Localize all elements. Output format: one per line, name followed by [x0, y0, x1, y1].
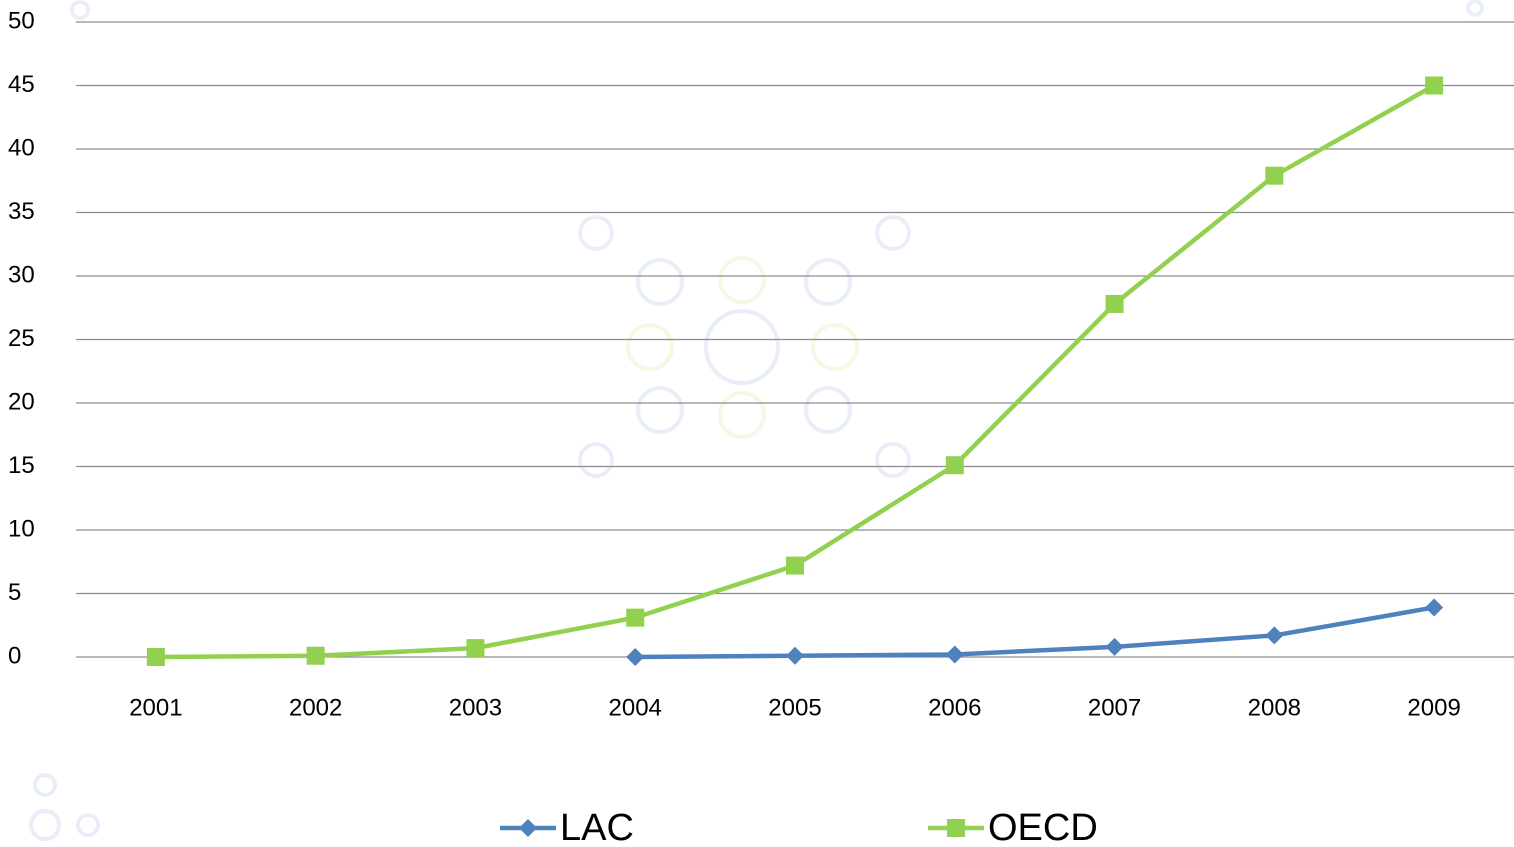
marker: [786, 647, 804, 665]
y-tick-label: 25: [8, 325, 35, 352]
x-tick-label: 2008: [1248, 694, 1301, 721]
legend-marker: [519, 819, 537, 837]
x-tick-label: 2002: [289, 694, 342, 721]
marker: [1106, 295, 1124, 313]
marker: [786, 557, 804, 575]
y-tick-label: 0: [8, 642, 21, 669]
marker: [307, 647, 325, 665]
marker: [1265, 626, 1283, 644]
y-tick-label: 10: [8, 515, 35, 542]
y-tick-label: 15: [8, 452, 35, 479]
marker: [626, 609, 644, 627]
marker: [1425, 77, 1443, 95]
x-tick-label: 2005: [768, 694, 821, 721]
y-tick-label: 20: [8, 388, 35, 415]
y-tick-label: 5: [8, 579, 21, 606]
series-line: [635, 607, 1434, 657]
marker: [1425, 598, 1443, 616]
legend-label: OECD: [988, 807, 1098, 847]
marker: [147, 648, 165, 666]
x-tick-label: 2009: [1407, 694, 1460, 721]
marker: [466, 639, 484, 657]
legend-marker: [947, 819, 965, 837]
y-tick-label: 35: [8, 198, 35, 225]
marker: [1265, 167, 1283, 185]
x-tick-label: 2003: [449, 694, 502, 721]
marker: [946, 456, 964, 474]
legend-label: LAC: [560, 807, 634, 847]
marker: [1106, 638, 1124, 656]
marker: [626, 648, 644, 666]
chart: 0 5 10 15 20 25 30 35 40 45 50 2001 2002 2003 2004 2005…: [0, 0, 1514, 847]
y-tick-label: 45: [8, 71, 35, 98]
x-tick-label: 2004: [609, 694, 662, 721]
x-tick-label: 2006: [928, 694, 981, 721]
y-tick-label: 50: [8, 7, 35, 34]
x-tick-label: 2001: [129, 694, 182, 721]
x-tick-label: 2007: [1088, 694, 1141, 721]
marker: [946, 645, 964, 663]
y-tick-label: 30: [8, 261, 35, 288]
y-tick-label: 40: [8, 134, 35, 161]
